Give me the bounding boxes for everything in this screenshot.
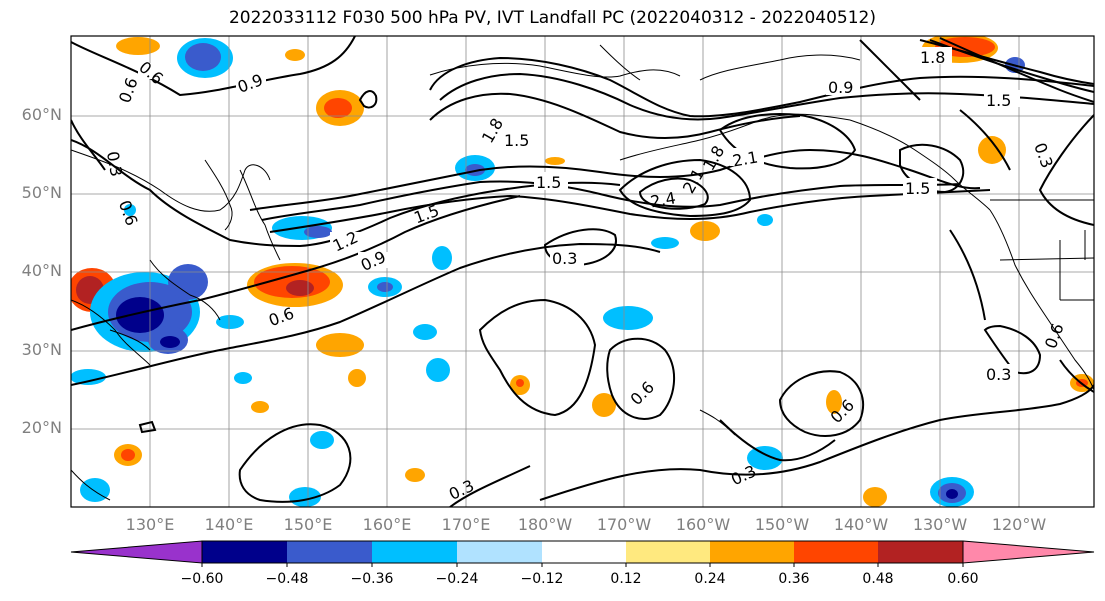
contour-label: 2.1 (679, 165, 708, 197)
contour-label: 0.3 (986, 365, 1011, 384)
colorbar-swatch (287, 541, 372, 563)
contour-label: 1.5 (905, 179, 930, 198)
lat-label-30n: 30°N (21, 340, 62, 359)
contour-label: 2.1 (731, 147, 759, 170)
colorbar-swatch (794, 541, 878, 563)
colorbar-tick-label: −0.60 (180, 571, 224, 587)
colorbar-swatch (372, 541, 457, 563)
colorbar-swatch (710, 541, 794, 563)
contour-label: 0.6 (1041, 321, 1068, 351)
lat-label-50n: 50°N (21, 183, 62, 202)
colorbar-swatch (878, 541, 963, 563)
lon-label: 170°E (441, 515, 491, 534)
colorbar-tick-label: −0.24 (435, 571, 479, 587)
colorbar-tick-label: 0.24 (694, 571, 726, 587)
colorbar-low-extend (70, 540, 203, 564)
shading-layer (71, 36, 1094, 507)
lon-label: 120°W (991, 515, 1047, 534)
contour-label: 1.5 (411, 201, 441, 228)
lon-label: 150°W (754, 515, 810, 534)
lon-label: 160°W (675, 515, 731, 534)
lon-label: 150°E (283, 515, 333, 534)
colorbar-swatch (542, 541, 626, 563)
colorbar-tick-label: 0.12 (610, 571, 642, 587)
lat-label-40n: 40°N (21, 261, 62, 280)
contour-label: 0.3 (446, 476, 477, 504)
colorbar (70, 540, 1095, 567)
colorbar-swatch (626, 541, 710, 563)
contour-label: 0.3 (103, 150, 126, 178)
lon-label: 180°W (517, 515, 573, 534)
lon-label: 140°E (204, 515, 254, 534)
lon-label: 130°E (125, 515, 175, 534)
colorbar-swatch (457, 541, 542, 563)
contour-label: 0.3 (552, 249, 577, 268)
contour-label: 1.5 (986, 91, 1011, 110)
coastlines (71, 44, 1094, 501)
colorbar-tick-label: −0.36 (350, 571, 394, 587)
colorbar-high-extend (962, 540, 1095, 564)
graticule (71, 36, 1094, 507)
lat-label-60n: 60°N (21, 105, 62, 124)
lon-label: 140°W (833, 515, 889, 534)
pv-contours (71, 36, 1094, 507)
contour-label: 1.8 (920, 48, 945, 67)
contour-label: 0.9 (828, 78, 853, 97)
colorbar-tick-label: −0.48 (265, 571, 309, 587)
map-frame (70, 35, 1095, 508)
colorbar-tick-label: 0.48 (862, 571, 894, 587)
lat-label-20n: 20°N (21, 418, 62, 437)
colorbar-tick-label: −0.12 (520, 571, 564, 587)
colorbar-swatch (202, 541, 287, 563)
lon-label: 170°W (596, 515, 652, 534)
contour-label: 2.4 (649, 188, 677, 211)
contour-label: 1.5 (504, 131, 529, 150)
colorbar-tick-label: 0.60 (947, 571, 979, 587)
contour-label: 1.5 (536, 173, 561, 192)
contour-label: 0.6 (115, 198, 142, 228)
contour-label: 0.6 (115, 75, 142, 105)
contour-label: 0.6 (627, 378, 658, 409)
lon-label: 130°W (912, 515, 968, 534)
lon-label: 160°E (362, 515, 412, 534)
colorbar-tick-label: 0.36 (778, 571, 810, 587)
map-title: 2022033112 F030 500 hPa PV, IVT Landfall… (228, 8, 876, 28)
